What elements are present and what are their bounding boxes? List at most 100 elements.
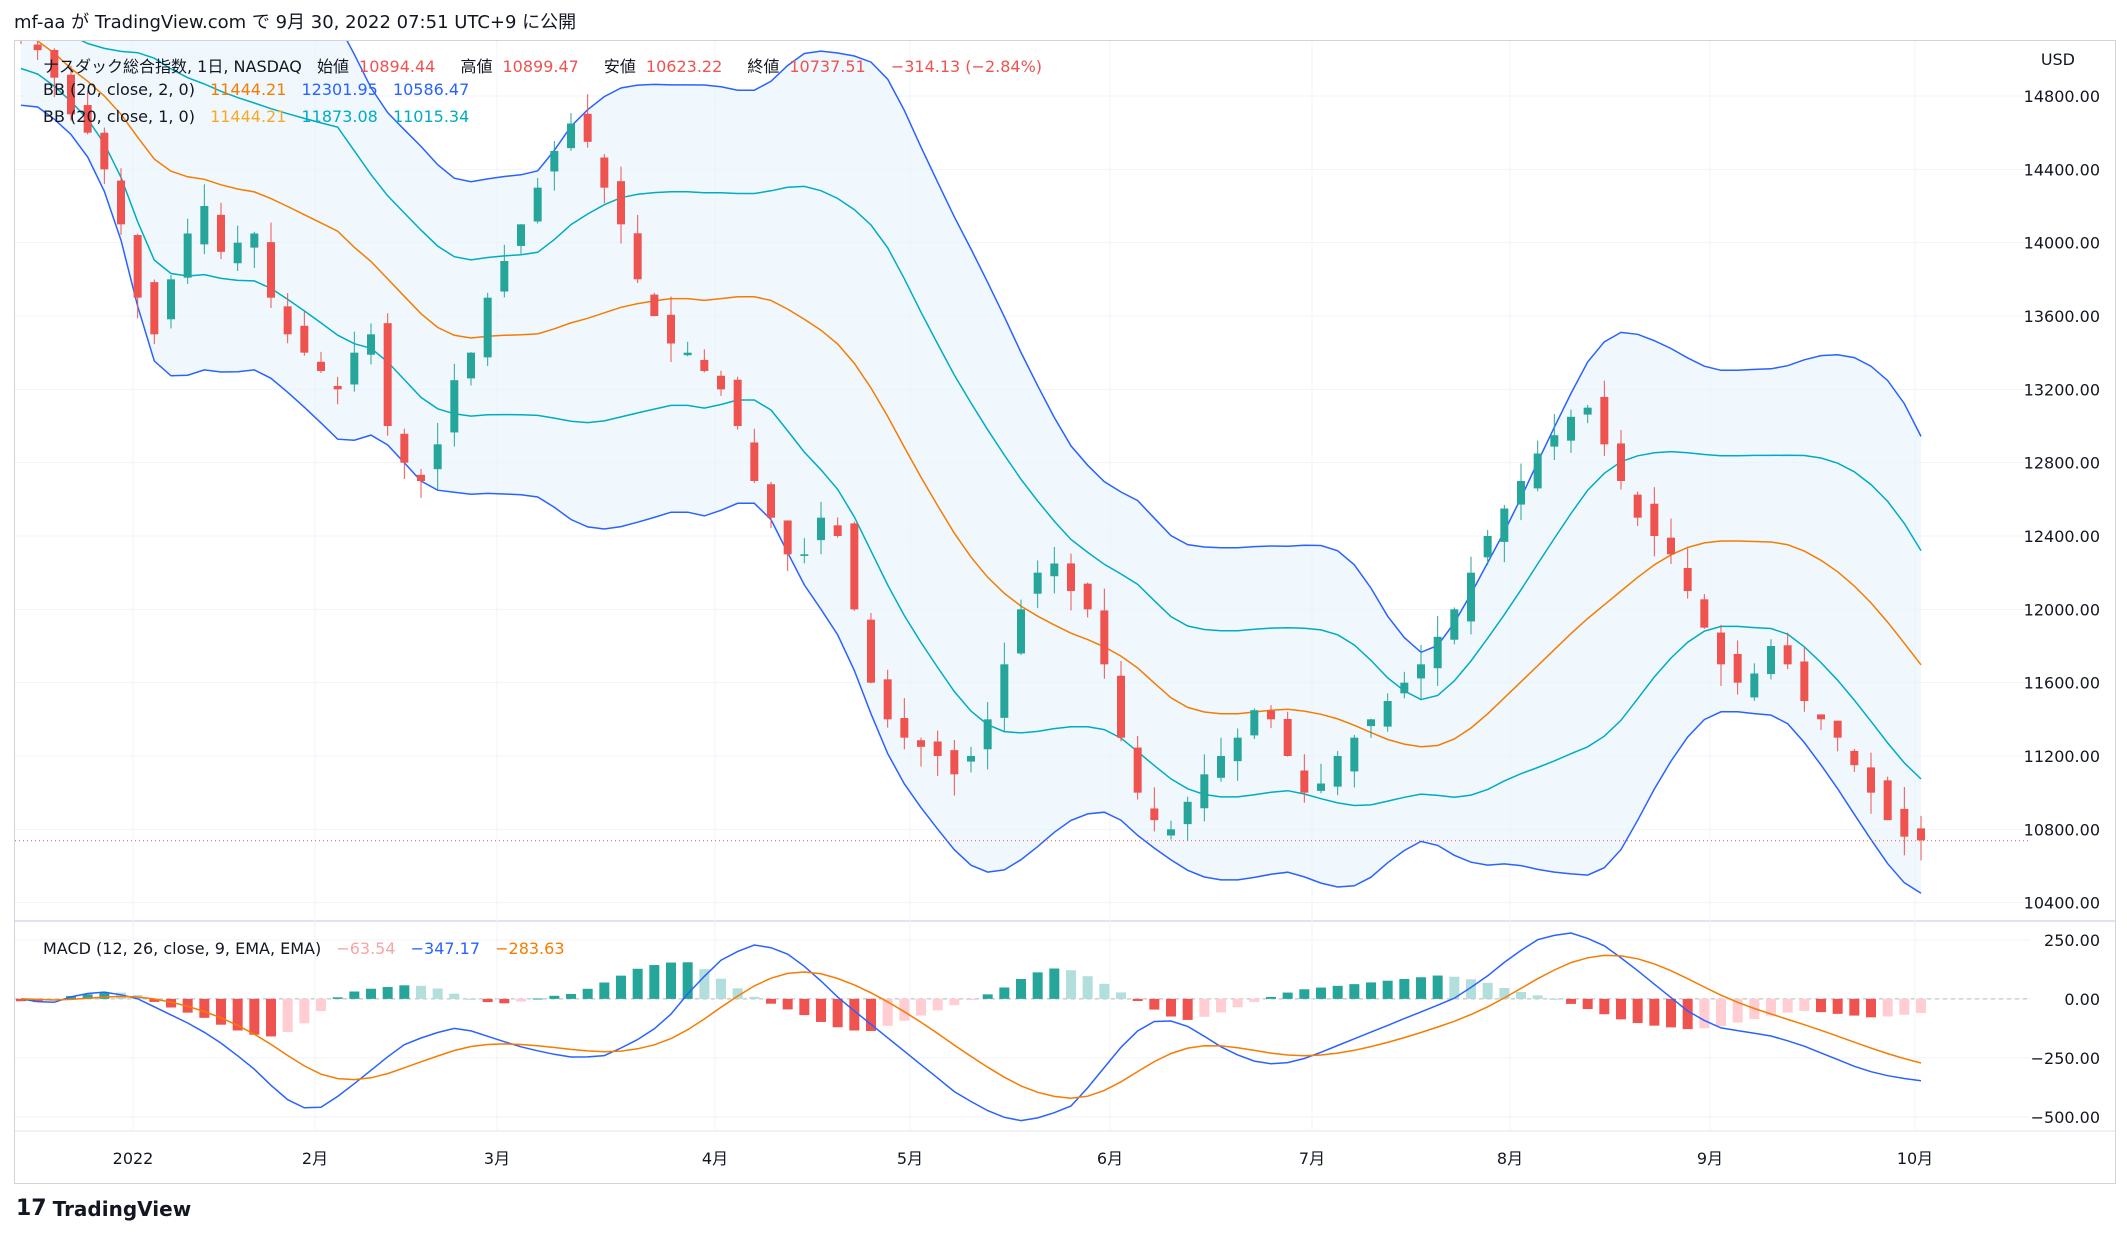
bb1-legend[interactable]: BB (20, close, 1, 0) 11444.21 11873.08 1… — [43, 107, 479, 126]
macd-hist-bar — [932, 998, 943, 1011]
candle-body — [83, 105, 92, 133]
candle-body — [1417, 664, 1425, 679]
macd-tick-label: 250.00 — [2044, 931, 2100, 950]
candle-body — [1717, 632, 1725, 665]
bb1-lower-line — [20, 67, 1922, 807]
macd-hist-bar — [466, 998, 476, 1000]
macd-legend[interactable]: MACD (12, 26, close, 9, EMA, EMA) −63.54… — [43, 939, 575, 958]
macd-hist-bar — [299, 998, 310, 1024]
macd-line — [20, 932, 1922, 1122]
candle-body — [500, 261, 509, 292]
candles-group — [20, 41, 1925, 861]
macd-hist-bar — [666, 962, 676, 999]
candle-body — [1200, 774, 1209, 809]
macd-hist-bar — [266, 998, 276, 1037]
candle-body — [1217, 756, 1225, 778]
candle-body — [817, 517, 825, 541]
candle-body — [1783, 645, 1792, 665]
macd-hist-bar — [949, 998, 960, 1006]
candle-body — [850, 523, 859, 610]
candle-body — [533, 187, 542, 222]
bb2-legend[interactable]: BB (20, close, 2, 0) 11444.21 12301.95 1… — [43, 80, 479, 99]
chart-frame[interactable]: 14800.00 14400.00 14000.00 13600.00 13200.00… — [14, 40, 2116, 1184]
macd-hist-bar — [1566, 998, 1576, 1004]
candle-body — [1700, 599, 1709, 628]
change-value: −314.13 (−2.84%) — [890, 57, 1043, 76]
macd-hist-bar — [99, 992, 110, 999]
candle-body — [450, 380, 459, 433]
macd-hist-bar — [1199, 998, 1210, 1017]
macd-hist-bar — [1432, 975, 1443, 999]
candle-body — [250, 233, 259, 248]
footer-brand-text: TradingView — [52, 1196, 192, 1221]
macd-hist-bar — [899, 998, 910, 1021]
macd-hist-bar — [382, 987, 393, 999]
macd-hist-bar — [782, 998, 793, 1010]
candle-body — [33, 44, 42, 51]
candle-body — [1883, 780, 1892, 821]
macd-hist-bar — [1249, 998, 1260, 1003]
price-tick-label: 14000.00 — [2024, 234, 2100, 253]
macd-signal-line — [20, 954, 1922, 1100]
macd-tick-label: −500.00 — [2031, 1108, 2100, 1127]
candle-body — [917, 740, 925, 747]
candle-body — [950, 750, 959, 775]
macd-hist-bar — [599, 982, 610, 999]
candle-body — [1817, 714, 1825, 720]
bb2-lower: 10586.47 — [392, 80, 470, 99]
macd-hist-bar — [1782, 998, 1793, 1013]
macd-hist-bar — [1832, 998, 1843, 1014]
bb1-basis: 11444.21 — [210, 107, 287, 126]
price-tick-label: 11200.00 — [2024, 747, 2100, 766]
macd-hist-bar — [566, 993, 576, 999]
footer-brand[interactable]: 17 TradingView — [16, 1196, 191, 1221]
macd-hist-bar — [149, 998, 160, 1002]
macd-hist-bar — [1732, 998, 1743, 1023]
bb1-label: BB (20, close, 1, 0) — [43, 107, 195, 126]
macd-hist-value: −63.54 — [336, 939, 396, 958]
candle-body — [1600, 396, 1609, 445]
macd-hist-bar — [1799, 998, 1810, 1011]
macd-hist-bar — [1299, 989, 1310, 999]
candle-body — [217, 214, 225, 252]
bb1-lower: 11015.34 — [392, 107, 470, 126]
candle-body — [233, 242, 242, 264]
macd-hist-bar — [999, 987, 1010, 999]
candle-body — [117, 180, 125, 225]
main-legend[interactable]: ナスダック総合指数, 1日, NASDAQ 始値 10894.44 高値 10899… — [43, 53, 1052, 77]
chart-svg[interactable]: 14800.00 14400.00 14000.00 13600.00 13200.00… — [15, 41, 2115, 1183]
candle-body — [1617, 443, 1625, 481]
macd-tick-label: −250.00 — [2031, 1049, 2100, 1068]
symbol-title[interactable]: ナスダック総合指数, 1日, NASDAQ — [43, 57, 302, 76]
macd-hist-bar — [1532, 995, 1543, 999]
candle-body — [567, 123, 575, 149]
candle-body — [900, 718, 909, 738]
price-tick-label: 10800.00 — [2024, 820, 2100, 839]
time-tick-label: 4月 — [702, 1149, 728, 1168]
macd-hist-bar — [1232, 998, 1243, 1008]
candle-body — [1067, 563, 1075, 591]
candle-body — [1750, 673, 1759, 698]
candle-body — [683, 352, 692, 356]
macd-hist-bar — [916, 998, 926, 1016]
bb2-basis: 11444.21 — [210, 80, 287, 99]
macd-hist-bar — [1466, 979, 1476, 999]
macd-hist-bar — [516, 998, 526, 1002]
candle-body — [67, 74, 75, 115]
macd-hist-bar — [1366, 982, 1376, 999]
candle-body — [1150, 808, 1159, 821]
macd-hist-bar — [216, 998, 226, 1025]
macd-hist-bar — [849, 998, 860, 1031]
macd-hist-bar — [332, 997, 343, 999]
macd-hist-bar — [1066, 970, 1076, 999]
candle-body — [167, 279, 175, 320]
price-tick-label: 12800.00 — [2024, 454, 2100, 473]
macd-hist-bar — [449, 993, 460, 999]
macd-hist-bar — [1332, 985, 1343, 999]
macd-hist-bar — [732, 988, 743, 999]
macd-hist-bar — [1516, 991, 1526, 999]
candle-body — [367, 334, 375, 355]
candle-body — [1650, 503, 1659, 536]
candle-body — [1333, 756, 1342, 787]
candle-body — [1033, 572, 1042, 594]
